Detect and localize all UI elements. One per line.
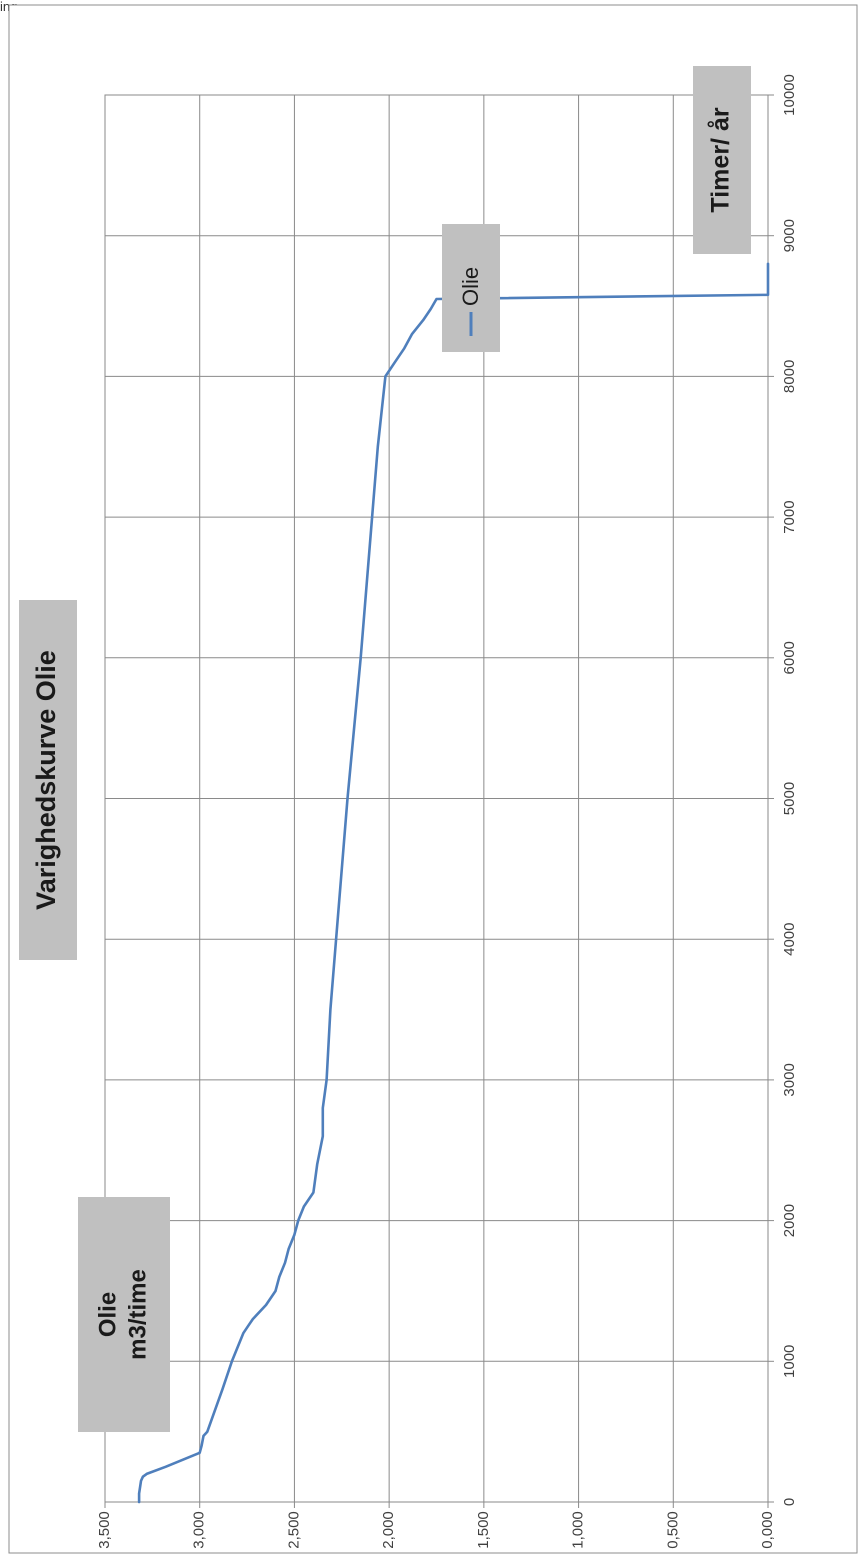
series-layer: [137, 262, 770, 1504]
x-tick-label: 10000: [781, 74, 798, 116]
y-axis-label-text: Olie: [94, 1292, 121, 1337]
x-tick-label: 1000: [781, 1345, 798, 1378]
x-tick-label: 0: [781, 1498, 798, 1506]
y-axis-label-box: [78, 1197, 170, 1432]
legend-entry: Olie: [458, 267, 483, 306]
x-tick-label: 5000: [781, 782, 798, 815]
y-axis-label: Olie m3/time: [78, 1197, 170, 1432]
chart-title: Varighedskurve Olie: [19, 600, 77, 960]
x-tick-label: 7000: [781, 500, 798, 533]
x-tick-label: 6000: [781, 641, 798, 674]
chart-title-box: [19, 600, 77, 960]
y-tick-label: 1,000: [570, 1511, 587, 1549]
x-tick-label: 3000: [781, 1063, 798, 1096]
y-tick-label: 3,500: [96, 1511, 113, 1549]
y-tick-label: 1,500: [475, 1511, 492, 1549]
x-tick-label: 9000: [781, 219, 798, 252]
x-axis-label-text: Timer/ år: [707, 107, 735, 212]
x-axis-label-box: [693, 66, 751, 254]
plot-area: [104, 94, 774, 1508]
series-line-olie: [137, 262, 770, 1504]
x-tick-label: 4000: [781, 923, 798, 956]
y-tick-label: 0,000: [759, 1511, 776, 1549]
label-layer: 0 1000 2000 3000 4000 5000 6000 7000 8000 9000 100…: [19, 66, 798, 1549]
legend-box: [442, 224, 500, 352]
chart-title-text: Varighedskurve Olie: [31, 650, 61, 910]
legend: Olie: [442, 224, 500, 352]
y-tick-label: 2,500: [285, 1511, 302, 1549]
x-tick-label: 2000: [781, 1204, 798, 1237]
y-tick-label: 0,500: [664, 1511, 681, 1549]
x-tick-label: 8000: [781, 360, 798, 393]
y-tick-label: 3,000: [191, 1511, 208, 1549]
y-tick-label: 2,000: [380, 1511, 397, 1549]
y-axis-label-text: m3/time: [124, 1269, 151, 1360]
x-axis-label: Timer/ år: [693, 66, 751, 254]
